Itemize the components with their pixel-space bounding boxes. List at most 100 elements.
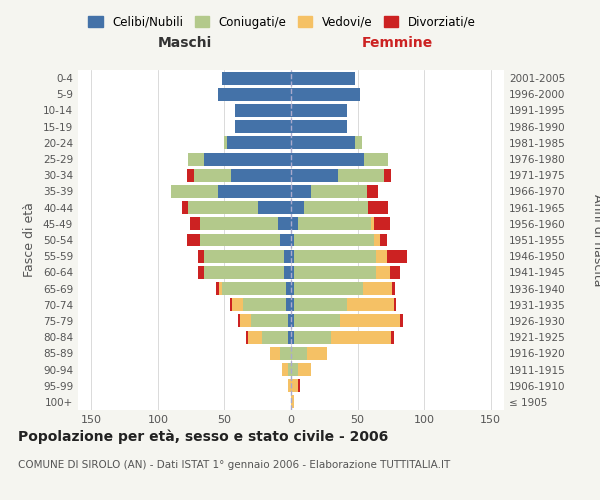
- Bar: [227, 136, 291, 149]
- Bar: [291, 104, 347, 117]
- Bar: [291, 201, 304, 214]
- Bar: [289, 330, 291, 344]
- Bar: [281, 363, 289, 376]
- Bar: [340, 314, 400, 328]
- Bar: [291, 169, 338, 181]
- Bar: [347, 298, 394, 311]
- Bar: [238, 314, 241, 328]
- Bar: [205, 152, 291, 166]
- Bar: [262, 330, 289, 344]
- Bar: [291, 234, 293, 246]
- Bar: [331, 330, 391, 344]
- Bar: [217, 282, 219, 295]
- Bar: [278, 218, 291, 230]
- Bar: [291, 185, 311, 198]
- Bar: [311, 185, 367, 198]
- Bar: [289, 379, 291, 392]
- Bar: [293, 234, 374, 246]
- Bar: [291, 347, 307, 360]
- Bar: [286, 298, 291, 311]
- Bar: [200, 218, 278, 230]
- Bar: [171, 185, 218, 198]
- Bar: [291, 363, 298, 376]
- Bar: [222, 282, 286, 295]
- Bar: [182, 201, 188, 214]
- Bar: [368, 201, 388, 214]
- Bar: [248, 330, 262, 344]
- Bar: [188, 152, 205, 166]
- Bar: [232, 298, 243, 311]
- Bar: [376, 266, 389, 279]
- Bar: [187, 234, 200, 246]
- Bar: [187, 169, 194, 181]
- Bar: [291, 72, 355, 85]
- Bar: [367, 185, 377, 198]
- Bar: [291, 330, 293, 344]
- Bar: [293, 250, 376, 262]
- Bar: [293, 314, 340, 328]
- Bar: [355, 136, 362, 149]
- Bar: [291, 250, 293, 262]
- Bar: [205, 250, 284, 262]
- Text: COMUNE DI SIROLO (AN) - Dati ISTAT 1° gennaio 2006 - Elaborazione TUTTITALIA.IT: COMUNE DI SIROLO (AN) - Dati ISTAT 1° ge…: [18, 460, 450, 470]
- Bar: [289, 314, 291, 328]
- Bar: [235, 120, 291, 133]
- Bar: [291, 88, 360, 101]
- Bar: [387, 250, 407, 262]
- Bar: [291, 136, 355, 149]
- Bar: [298, 218, 371, 230]
- Bar: [284, 266, 291, 279]
- Bar: [291, 282, 293, 295]
- Bar: [394, 298, 396, 311]
- Bar: [291, 298, 293, 311]
- Bar: [190, 218, 200, 230]
- Bar: [270, 347, 280, 360]
- Bar: [307, 347, 327, 360]
- Bar: [246, 330, 248, 344]
- Bar: [200, 234, 280, 246]
- Bar: [293, 282, 363, 295]
- Bar: [241, 314, 251, 328]
- Text: Anni di nascita: Anni di nascita: [590, 194, 600, 286]
- Bar: [293, 330, 331, 344]
- Bar: [194, 169, 231, 181]
- Bar: [376, 250, 387, 262]
- Bar: [188, 201, 258, 214]
- Bar: [371, 218, 374, 230]
- Bar: [304, 201, 368, 214]
- Bar: [380, 234, 387, 246]
- Bar: [230, 298, 232, 311]
- Bar: [392, 282, 395, 295]
- Bar: [364, 152, 388, 166]
- Bar: [205, 266, 284, 279]
- Bar: [291, 379, 298, 392]
- Bar: [293, 298, 347, 311]
- Bar: [231, 169, 291, 181]
- Bar: [286, 282, 291, 295]
- Bar: [374, 218, 389, 230]
- Bar: [219, 282, 222, 295]
- Bar: [224, 136, 227, 149]
- Bar: [235, 104, 291, 117]
- Y-axis label: Fasce di età: Fasce di età: [23, 202, 36, 278]
- Bar: [198, 266, 205, 279]
- Bar: [291, 396, 293, 408]
- Bar: [222, 72, 291, 85]
- Bar: [363, 282, 392, 295]
- Text: Maschi: Maschi: [157, 36, 212, 50]
- Bar: [251, 314, 289, 328]
- Text: Femmine: Femmine: [362, 36, 433, 50]
- Bar: [391, 330, 394, 344]
- Bar: [291, 120, 347, 133]
- Bar: [198, 250, 205, 262]
- Bar: [284, 250, 291, 262]
- Bar: [258, 201, 291, 214]
- Bar: [280, 347, 291, 360]
- Bar: [291, 266, 293, 279]
- Bar: [389, 266, 400, 279]
- Legend: Celibi/Nubili, Coniugati/e, Vedovi/e, Divorziati/e: Celibi/Nubili, Coniugati/e, Vedovi/e, Di…: [83, 11, 481, 34]
- Bar: [291, 314, 293, 328]
- Bar: [218, 185, 291, 198]
- Bar: [243, 298, 286, 311]
- Bar: [338, 169, 384, 181]
